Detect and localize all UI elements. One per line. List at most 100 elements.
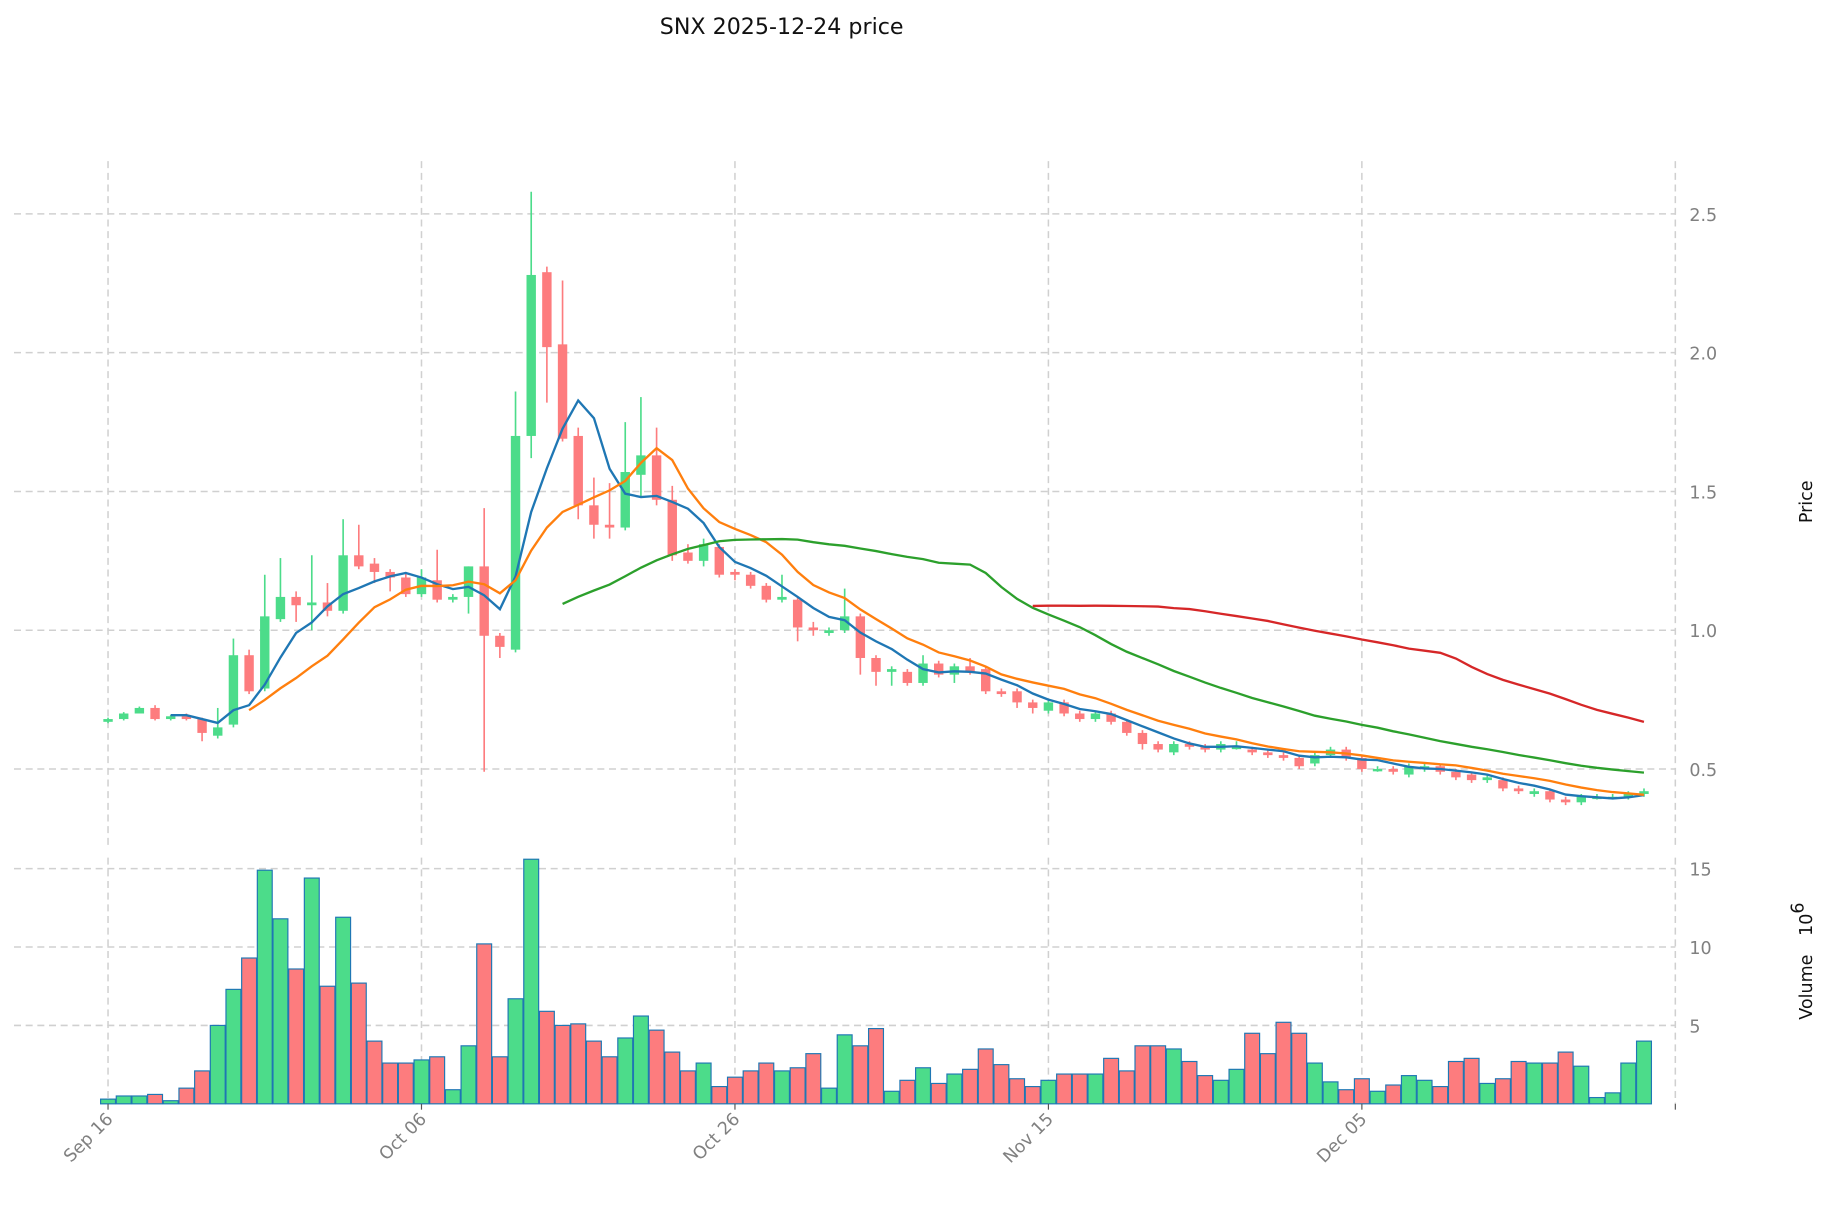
volume-bar xyxy=(1463,1057,1480,1105)
volume-bar xyxy=(209,1024,226,1105)
candle-body xyxy=(542,272,552,348)
volume-bar xyxy=(1369,1090,1386,1105)
candle-body xyxy=(307,602,317,606)
ma30-line xyxy=(562,537,1645,774)
candle-body xyxy=(620,472,630,528)
price-tick-label: 2.0 xyxy=(1689,345,1717,365)
candle-body xyxy=(526,274,536,436)
candle-body xyxy=(1059,702,1069,714)
candle-body xyxy=(197,719,207,733)
volume-bar xyxy=(131,1095,148,1105)
volume-bar xyxy=(554,1024,571,1105)
volume-bar xyxy=(1291,1032,1308,1105)
volume-tick-label: 15 xyxy=(1689,861,1711,881)
volume-bar xyxy=(194,1070,211,1105)
candle-body xyxy=(965,666,975,672)
volume-bar xyxy=(1071,1073,1088,1105)
candle-body xyxy=(573,435,583,506)
candle-body xyxy=(228,655,239,725)
candle-body xyxy=(479,566,489,636)
candle-body xyxy=(683,552,693,561)
volume-bar xyxy=(1165,1048,1182,1105)
candle-body xyxy=(1294,757,1304,767)
volume-bar xyxy=(742,1070,759,1105)
volume-bar xyxy=(1150,1045,1167,1105)
candle-body xyxy=(495,635,505,647)
ma10-line xyxy=(248,446,1645,796)
candle-body xyxy=(150,707,160,720)
candle-body xyxy=(589,505,599,525)
candle-body xyxy=(902,671,913,683)
x-tick-label: Oct 06 xyxy=(376,1110,431,1165)
candle-body xyxy=(166,716,176,720)
volume-bar xyxy=(491,1056,508,1105)
candle-body xyxy=(338,555,348,611)
candle-body xyxy=(401,577,411,595)
volume-bar xyxy=(852,1045,869,1105)
candle-body xyxy=(1247,749,1257,753)
candle-body xyxy=(119,713,129,720)
candle-body xyxy=(448,596,458,600)
candle-body xyxy=(1137,732,1148,745)
volume-bar xyxy=(397,1062,414,1105)
candle-body xyxy=(1075,713,1085,720)
volume-bar xyxy=(460,1045,477,1105)
candle-body xyxy=(291,596,301,606)
candle-body xyxy=(808,627,819,631)
ma5-line xyxy=(170,398,1645,800)
volume-bar xyxy=(178,1087,195,1105)
candle-body xyxy=(745,574,756,586)
volume-bar xyxy=(1228,1068,1245,1105)
candle-body xyxy=(1012,691,1022,703)
volume-bar xyxy=(1510,1060,1527,1105)
volume-bar xyxy=(726,1076,743,1105)
volume-bar xyxy=(946,1073,963,1105)
candle-body xyxy=(636,455,646,475)
volume-bar xyxy=(1322,1081,1339,1105)
candle-body xyxy=(918,663,928,683)
candle-body xyxy=(1498,780,1508,789)
volume-bar xyxy=(1087,1073,1104,1105)
volume-exponent-base: 10 xyxy=(1797,914,1817,936)
volume-bar xyxy=(335,916,352,1105)
volume-bar xyxy=(679,1070,696,1105)
volume-bar xyxy=(632,1015,649,1105)
candle-body xyxy=(698,544,709,561)
volume-bar xyxy=(1573,1065,1590,1105)
candle-body xyxy=(103,719,113,722)
volume-bar xyxy=(1353,1078,1370,1105)
price-tick-label: 2.5 xyxy=(1689,206,1717,226)
candle-body xyxy=(1482,777,1492,781)
volume-bar xyxy=(867,1027,885,1105)
candle-body xyxy=(1278,755,1289,758)
volume-bar xyxy=(601,1056,618,1105)
candle-body xyxy=(244,655,254,692)
candle-body xyxy=(1200,746,1210,750)
volume-bar xyxy=(993,1064,1010,1105)
x-tick-label: Oct 26 xyxy=(689,1110,744,1165)
candle-body xyxy=(667,499,677,556)
candle-body xyxy=(260,616,270,689)
candle-body xyxy=(510,435,521,650)
candle-body xyxy=(1404,766,1414,775)
candle-body xyxy=(730,571,740,575)
candle-body xyxy=(871,657,881,672)
grid-lines xyxy=(14,161,1677,1104)
volume-bar xyxy=(241,957,258,1105)
candle-body xyxy=(1357,757,1367,770)
volume-bar xyxy=(303,877,320,1105)
candle-body xyxy=(213,727,223,736)
volume-bar xyxy=(1024,1086,1041,1105)
x-tick-label: Nov 15 xyxy=(1000,1110,1058,1168)
volume-exponent: 6 xyxy=(1789,903,1809,914)
candle-body xyxy=(1388,769,1398,772)
volume-bar xyxy=(1103,1057,1120,1105)
volume-bar xyxy=(350,982,367,1105)
candle-body xyxy=(1576,796,1586,803)
volume-bar xyxy=(523,858,540,1105)
candle-body xyxy=(1451,771,1461,778)
volume-bar xyxy=(1479,1082,1496,1105)
volume-label: Volume xyxy=(1797,955,1817,1020)
candle-body xyxy=(824,630,834,634)
volume-bar xyxy=(1259,1053,1276,1105)
